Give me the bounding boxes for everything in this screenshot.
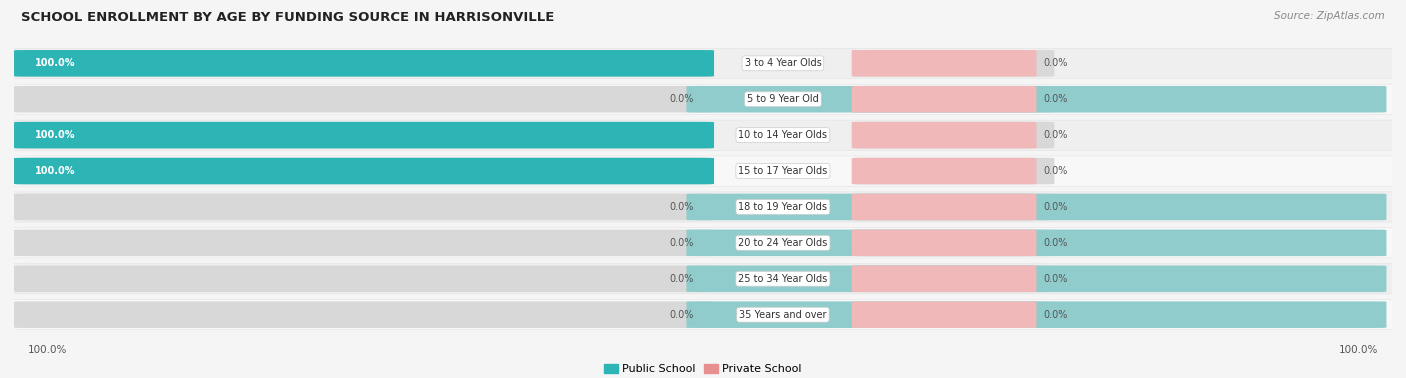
Text: 100.0%: 100.0% <box>35 130 76 140</box>
Text: 0.0%: 0.0% <box>1043 130 1067 140</box>
Text: 0.0%: 0.0% <box>1043 238 1067 248</box>
Text: 25 to 34 Year Olds: 25 to 34 Year Olds <box>738 274 828 284</box>
Legend: Public School, Private School: Public School, Private School <box>600 359 806 378</box>
FancyBboxPatch shape <box>14 50 714 77</box>
Text: Source: ZipAtlas.com: Source: ZipAtlas.com <box>1274 11 1385 21</box>
Text: 20 to 24 Year Olds: 20 to 24 Year Olds <box>738 238 828 248</box>
FancyBboxPatch shape <box>852 229 1054 256</box>
FancyBboxPatch shape <box>14 86 714 113</box>
Text: 100.0%: 100.0% <box>35 58 76 68</box>
Text: 0.0%: 0.0% <box>1043 166 1067 176</box>
Text: 0.0%: 0.0% <box>1043 202 1067 212</box>
Text: 15 to 17 Year Olds: 15 to 17 Year Olds <box>738 166 828 176</box>
Text: 5 to 9 Year Old: 5 to 9 Year Old <box>747 94 818 104</box>
Text: 0.0%: 0.0% <box>669 274 693 284</box>
Text: 0.0%: 0.0% <box>1043 274 1067 284</box>
Text: 0.0%: 0.0% <box>669 238 693 248</box>
FancyBboxPatch shape <box>852 301 1054 328</box>
Text: 10 to 14 Year Olds: 10 to 14 Year Olds <box>738 130 827 140</box>
FancyBboxPatch shape <box>852 86 1036 113</box>
Text: SCHOOL ENROLLMENT BY AGE BY FUNDING SOURCE IN HARRISONVILLE: SCHOOL ENROLLMENT BY AGE BY FUNDING SOUR… <box>21 11 554 24</box>
Text: 18 to 19 Year Olds: 18 to 19 Year Olds <box>738 202 827 212</box>
FancyBboxPatch shape <box>686 194 1386 220</box>
Text: 0.0%: 0.0% <box>669 94 693 104</box>
FancyBboxPatch shape <box>852 122 1054 149</box>
FancyBboxPatch shape <box>14 158 714 184</box>
FancyBboxPatch shape <box>14 158 714 184</box>
FancyBboxPatch shape <box>14 229 714 256</box>
Text: 0.0%: 0.0% <box>669 310 693 320</box>
FancyBboxPatch shape <box>14 122 714 149</box>
FancyBboxPatch shape <box>0 48 1406 78</box>
FancyBboxPatch shape <box>0 228 1406 258</box>
FancyBboxPatch shape <box>0 300 1406 330</box>
Text: 100.0%: 100.0% <box>35 166 76 176</box>
FancyBboxPatch shape <box>852 194 1054 220</box>
FancyBboxPatch shape <box>686 301 1386 328</box>
FancyBboxPatch shape <box>852 158 1036 184</box>
Text: 0.0%: 0.0% <box>669 202 693 212</box>
FancyBboxPatch shape <box>0 264 1406 294</box>
FancyBboxPatch shape <box>852 122 1036 149</box>
FancyBboxPatch shape <box>686 265 1386 292</box>
FancyBboxPatch shape <box>0 192 1406 222</box>
FancyBboxPatch shape <box>852 194 1036 220</box>
FancyBboxPatch shape <box>0 84 1406 114</box>
FancyBboxPatch shape <box>0 156 1406 186</box>
FancyBboxPatch shape <box>852 158 1054 184</box>
FancyBboxPatch shape <box>0 120 1406 150</box>
FancyBboxPatch shape <box>14 194 714 220</box>
FancyBboxPatch shape <box>852 50 1054 77</box>
Text: 0.0%: 0.0% <box>1043 58 1067 68</box>
FancyBboxPatch shape <box>686 229 1386 256</box>
Text: 100.0%: 100.0% <box>28 345 67 355</box>
FancyBboxPatch shape <box>852 265 1054 292</box>
FancyBboxPatch shape <box>14 122 714 149</box>
FancyBboxPatch shape <box>852 301 1036 328</box>
FancyBboxPatch shape <box>852 265 1036 292</box>
FancyBboxPatch shape <box>852 86 1054 113</box>
FancyBboxPatch shape <box>852 229 1036 256</box>
Text: 0.0%: 0.0% <box>1043 310 1067 320</box>
FancyBboxPatch shape <box>14 301 714 328</box>
FancyBboxPatch shape <box>14 265 714 292</box>
FancyBboxPatch shape <box>852 50 1036 77</box>
FancyBboxPatch shape <box>686 86 1386 113</box>
FancyBboxPatch shape <box>14 50 714 77</box>
Text: 0.0%: 0.0% <box>1043 94 1067 104</box>
Text: 100.0%: 100.0% <box>1339 345 1378 355</box>
Text: 3 to 4 Year Olds: 3 to 4 Year Olds <box>745 58 821 68</box>
Text: 35 Years and over: 35 Years and over <box>740 310 827 320</box>
